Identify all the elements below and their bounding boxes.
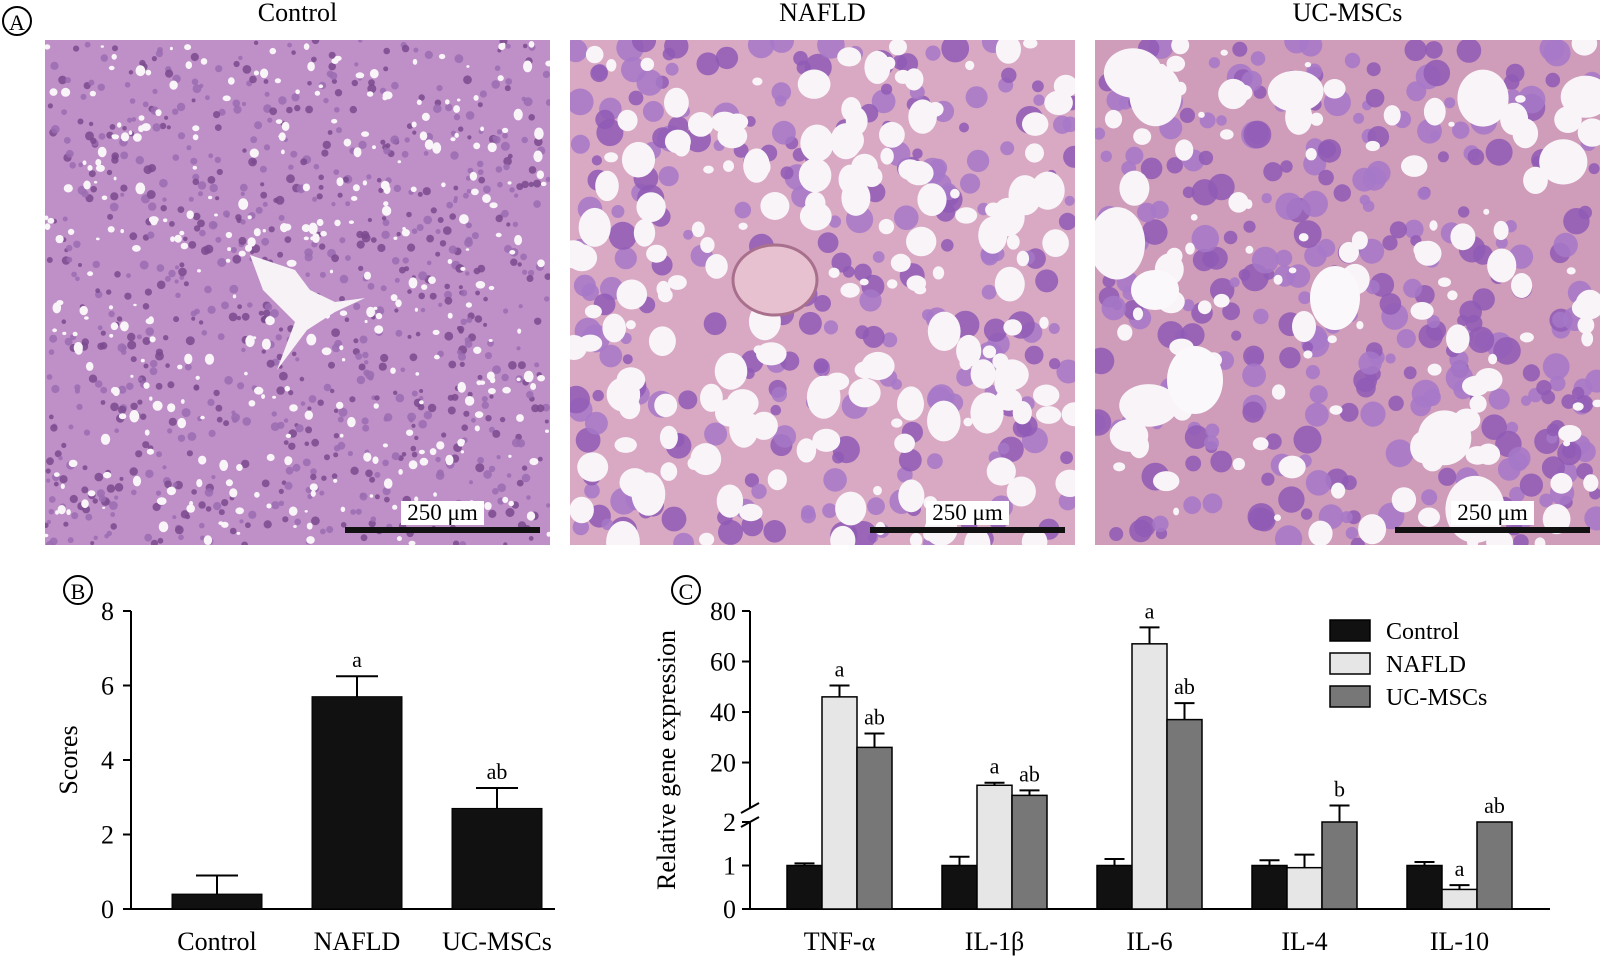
y-axis-title: Scores: [54, 725, 83, 794]
panel-label-b: B: [63, 575, 93, 605]
bar-control: [171, 893, 263, 910]
y-axis: 0 1 2 20 40 60 80: [710, 597, 751, 924]
bar-control: [786, 864, 823, 910]
y-tick-label: 2: [101, 821, 114, 850]
x-tick-label: IL-4: [1281, 927, 1327, 956]
significance-label: a: [1145, 598, 1155, 623]
x-tick-label: IL-1β: [965, 927, 1024, 956]
panel-label-c: C: [671, 575, 701, 605]
bar-uc-mscs: [1321, 821, 1358, 910]
scores-bar-chart: 0 2 4 6 8 Scores Control a NAFLD ab UC-MSCs: [54, 597, 555, 956]
micrograph-image: 250 μm: [45, 40, 550, 545]
bar-uc-mscs: [856, 746, 893, 910]
bar-control: [941, 864, 978, 910]
scale-bar-label: 250 μm: [401, 501, 484, 525]
x-tick-label: IL-6: [1126, 927, 1172, 956]
bar-control: [1251, 864, 1288, 910]
y-tick-label: 20: [710, 749, 736, 778]
significance-label: b: [1334, 776, 1345, 801]
panel-label-a: A: [2, 6, 32, 36]
legend-label: UC-MSCs: [1386, 685, 1487, 711]
y-tick-label: 80: [710, 597, 736, 626]
micrograph-title: Control: [257, 0, 338, 27]
significance-label: ab: [1019, 761, 1040, 786]
bar-uc-mscs: [451, 807, 543, 910]
bar-uc-mscs: [1166, 718, 1203, 910]
bar-nafld: [1286, 866, 1323, 910]
axis-break-mark: [740, 816, 760, 828]
legend-label: NAFLD: [1386, 652, 1466, 678]
legend-label: Control: [1386, 619, 1460, 645]
significance-label: a: [835, 657, 845, 682]
significance-label: a: [1455, 856, 1465, 881]
scale-bar: 250 μm: [1395, 501, 1590, 533]
micrograph-nafld: NAFLD 250 μm: [570, 0, 1075, 545]
legend-swatch: [1329, 652, 1371, 675]
y-tick-label: 4: [101, 746, 114, 775]
significance-label: a: [990, 754, 1000, 779]
bar-nafld: [1131, 643, 1168, 910]
y-tick-label: 1: [723, 852, 736, 881]
micrograph-image: 250 μm: [570, 40, 1075, 545]
significance-label: ab: [864, 704, 885, 729]
bar-nafld: [976, 784, 1013, 910]
significance-label: ab: [487, 759, 508, 784]
micrograph-image: 250 μm: [1095, 40, 1600, 545]
bar-control: [1096, 864, 1133, 910]
significance-label: ab: [1484, 793, 1505, 818]
micrograph-title: UC-MSCs: [1292, 0, 1403, 27]
axis-break-mark: [740, 802, 760, 814]
legend-swatch: [1329, 685, 1371, 708]
bar-uc-mscs: [1476, 821, 1513, 910]
bar-nafld: [821, 696, 858, 910]
significance-label: ab: [1174, 674, 1195, 699]
y-tick-label: 0: [101, 895, 114, 924]
scale-bar: 250 μm: [870, 501, 1065, 533]
bar-control: [1406, 864, 1443, 910]
scale-bar-label: 250 μm: [1451, 501, 1534, 525]
scale-bar-label: 250 μm: [926, 501, 1009, 525]
micrograph-uc-mscs: UC-MSCs 250 μm: [1095, 0, 1600, 545]
bar-nafld: [1441, 888, 1478, 910]
y-tick-label: 6: [101, 672, 114, 701]
x-tick-label: Control: [177, 927, 256, 956]
scale-bar: 250 μm: [345, 501, 540, 533]
y-axis: 0 2 4 6 8: [101, 597, 132, 924]
legend-swatch: [1329, 619, 1371, 642]
x-tick-label: TNF-α: [804, 927, 876, 956]
significance-label: a: [352, 647, 362, 672]
x-tick-label: UC-MSCs: [442, 927, 552, 956]
micrograph-title: NAFLD: [779, 0, 866, 27]
micrograph-control: Control 250 μm: [45, 0, 550, 545]
y-tick-label: 60: [710, 648, 736, 677]
y-axis-title: Relative gene expression: [652, 630, 681, 890]
legend: Control NAFLD UC-MSCs: [1329, 619, 1487, 711]
x-tick-label: IL-10: [1430, 927, 1489, 956]
bar-uc-mscs: [1011, 794, 1048, 910]
y-tick-label: 40: [710, 698, 736, 727]
y-tick-label: 0: [723, 895, 736, 924]
x-tick-label: NAFLD: [314, 927, 401, 956]
bar-nafld: [311, 696, 403, 910]
y-tick-label: 2: [723, 808, 736, 837]
y-tick-label: 8: [101, 597, 114, 626]
